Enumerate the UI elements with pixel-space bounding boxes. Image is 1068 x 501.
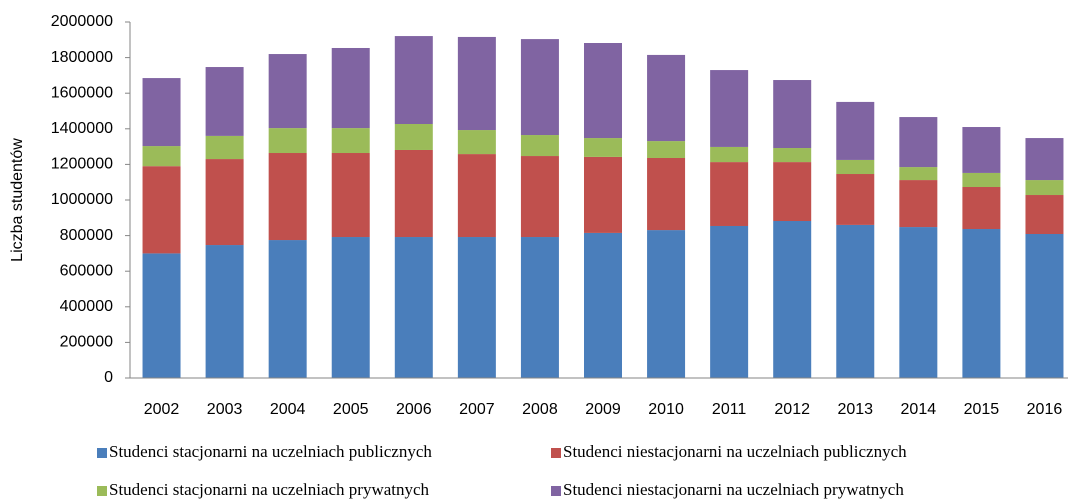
bar-segment	[520, 156, 559, 238]
bar-segment	[1025, 195, 1064, 234]
bar-segment	[710, 70, 749, 147]
bar-segment	[962, 172, 1001, 188]
bar-segment	[205, 245, 244, 378]
legend-swatch	[97, 486, 107, 496]
legend-swatch	[97, 448, 107, 458]
bar-segment	[268, 153, 307, 241]
x-tick-label: 2007	[459, 401, 495, 418]
bar-segment	[142, 253, 181, 378]
bar-segment	[394, 123, 433, 150]
bar-segment	[394, 149, 433, 238]
bar-segment	[520, 135, 559, 157]
bar-segment	[836, 174, 875, 225]
bar-segment	[1025, 138, 1064, 181]
y-tick-label: 2000000	[51, 13, 113, 30]
x-tick-label: 2002	[144, 401, 180, 418]
bar-segment	[584, 138, 622, 157]
bar-segment	[836, 224, 875, 378]
bar-segment	[331, 128, 370, 154]
bar-segment	[710, 225, 749, 378]
bar-segment	[520, 237, 559, 378]
y-tick-label: 1200000	[51, 156, 113, 173]
bar-segment	[962, 187, 1001, 230]
x-tick-label: 2005	[333, 401, 369, 418]
bar-segment	[394, 237, 433, 378]
bar-segment	[457, 154, 496, 238]
bar-segment	[584, 232, 622, 378]
bar-segment	[773, 162, 812, 222]
y-tick-label: 200000	[60, 334, 113, 351]
bar-segment	[142, 146, 181, 167]
bar-segment	[836, 159, 875, 175]
x-tick-label: 2003	[207, 401, 243, 418]
bar-segment	[331, 237, 370, 378]
x-tick-label: 2010	[648, 401, 684, 418]
legend-swatch	[551, 486, 561, 496]
bar-segment	[1025, 180, 1064, 196]
legend-label: Studenci stacjonarni na uczelniach publi…	[109, 442, 432, 461]
bar-segment	[268, 128, 307, 154]
bar-segment	[962, 127, 1001, 173]
legend-label: Studenci niestacjonarni na uczelniach pr…	[563, 480, 904, 499]
bar-segment	[710, 146, 749, 163]
bar-segment	[647, 157, 686, 231]
bar-segment	[268, 240, 307, 378]
legend-swatch	[551, 448, 561, 458]
bar-segment	[773, 80, 812, 149]
x-tick-label: 2008	[522, 401, 558, 418]
bar-segment	[205, 135, 244, 160]
x-tick-label: 2011	[712, 401, 747, 418]
y-tick-label: 600000	[60, 262, 113, 279]
x-tick-label: 2016	[1027, 401, 1063, 418]
bar-segment	[773, 221, 812, 378]
bar-segment	[899, 167, 938, 181]
x-tick-label: 2012	[774, 401, 810, 418]
bar-segment	[142, 166, 181, 254]
bar-segment	[457, 36, 496, 131]
bar-segment	[962, 229, 1001, 378]
bar-segment	[205, 159, 244, 246]
bar-segment	[647, 141, 686, 158]
bar-segment	[331, 47, 370, 129]
y-tick-label: 0	[104, 369, 113, 386]
bar-segment	[584, 156, 622, 233]
y-tick-label: 1000000	[51, 191, 113, 208]
y-axis-title: Liczba studentów	[9, 138, 26, 262]
y-tick-label: 1600000	[51, 84, 113, 101]
bar-segment	[899, 227, 938, 378]
y-tick-label: 400000	[60, 298, 113, 315]
bar-segment	[205, 67, 244, 136]
bar-segment	[394, 36, 433, 124]
bar-segment	[899, 180, 938, 228]
x-tick-label: 2004	[270, 401, 306, 418]
bar-segment	[773, 148, 812, 163]
bar-segment	[457, 130, 496, 155]
x-tick-label: 2013	[837, 401, 873, 418]
bar-segment	[899, 117, 938, 168]
bar-segment	[331, 153, 370, 238]
legend-label: Studenci stacjonarni na uczelniach prywa…	[109, 480, 430, 499]
bar-segment	[647, 54, 686, 142]
bar-segment	[647, 230, 686, 378]
bar-segment	[520, 39, 559, 136]
bar-segment	[457, 237, 496, 378]
x-tick-label: 2014	[901, 401, 937, 418]
bar-segment	[142, 78, 181, 147]
x-tick-label: 2015	[964, 401, 1000, 418]
bar-segment	[268, 54, 307, 129]
x-tick-label: 2009	[585, 401, 621, 418]
bar-segment	[584, 43, 622, 139]
y-tick-label: 1400000	[51, 120, 113, 137]
bar-segment	[710, 162, 749, 226]
bar-segment	[1025, 233, 1064, 378]
legend-label: Studenci niestacjonarni na uczelniach pu…	[563, 442, 907, 461]
y-tick-label: 1800000	[51, 49, 113, 66]
y-tick-label: 800000	[60, 227, 113, 244]
x-tick-label: 2006	[396, 401, 432, 418]
bar-segment	[836, 101, 875, 160]
